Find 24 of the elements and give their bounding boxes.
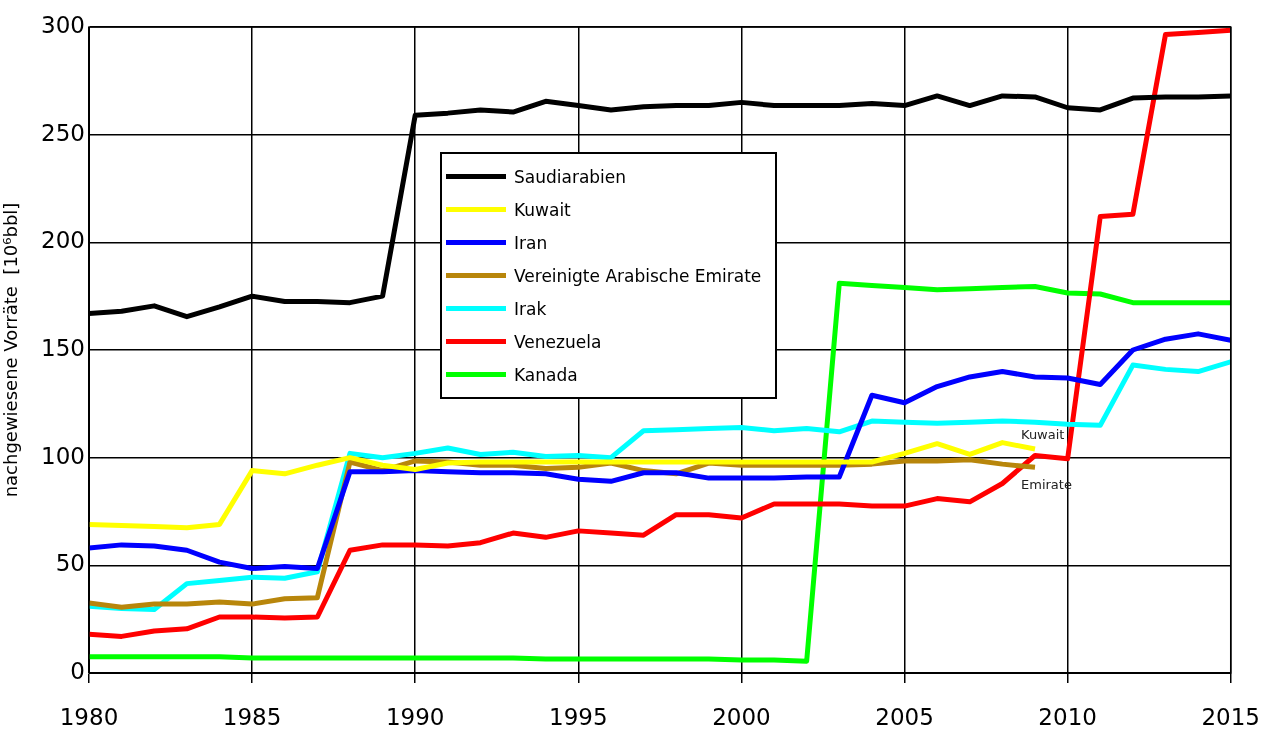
- y-tick-label: 200: [41, 227, 85, 254]
- y-axis-title: nachgewiesene Vorräte [10⁶bbl]: [0, 202, 22, 498]
- y-tick-label: 150: [41, 334, 85, 361]
- y-tick-label: 0: [70, 657, 85, 684]
- x-tick-label: 1990: [385, 703, 445, 730]
- y-tick-label: 250: [41, 119, 85, 146]
- legend-label: Kanada: [514, 364, 578, 385]
- x-tick-label: 1980: [59, 703, 119, 730]
- x-tick-label: 2015: [1201, 703, 1261, 730]
- legend-label: Irak: [514, 298, 547, 319]
- legend-label: Saudiarabien: [514, 166, 627, 187]
- y-tick-label: 50: [55, 550, 85, 577]
- y-tick-label: 300: [41, 11, 85, 38]
- legend-label: Kuwait: [514, 199, 571, 220]
- legend-label: Venezuela: [514, 331, 602, 352]
- y-tick-label: 100: [41, 442, 85, 469]
- legend-label: Iran: [514, 232, 548, 253]
- x-tick-label: 2000: [712, 703, 771, 730]
- annotation: Kuwait: [1021, 427, 1065, 443]
- x-tick-label: 1995: [549, 703, 608, 730]
- x-tick-label: 2005: [875, 703, 934, 730]
- x-tick-label: 2010: [1038, 703, 1097, 730]
- legend-label: Vereinigte Arabische Emirate: [514, 265, 762, 286]
- x-tick-label: 1985: [222, 703, 282, 730]
